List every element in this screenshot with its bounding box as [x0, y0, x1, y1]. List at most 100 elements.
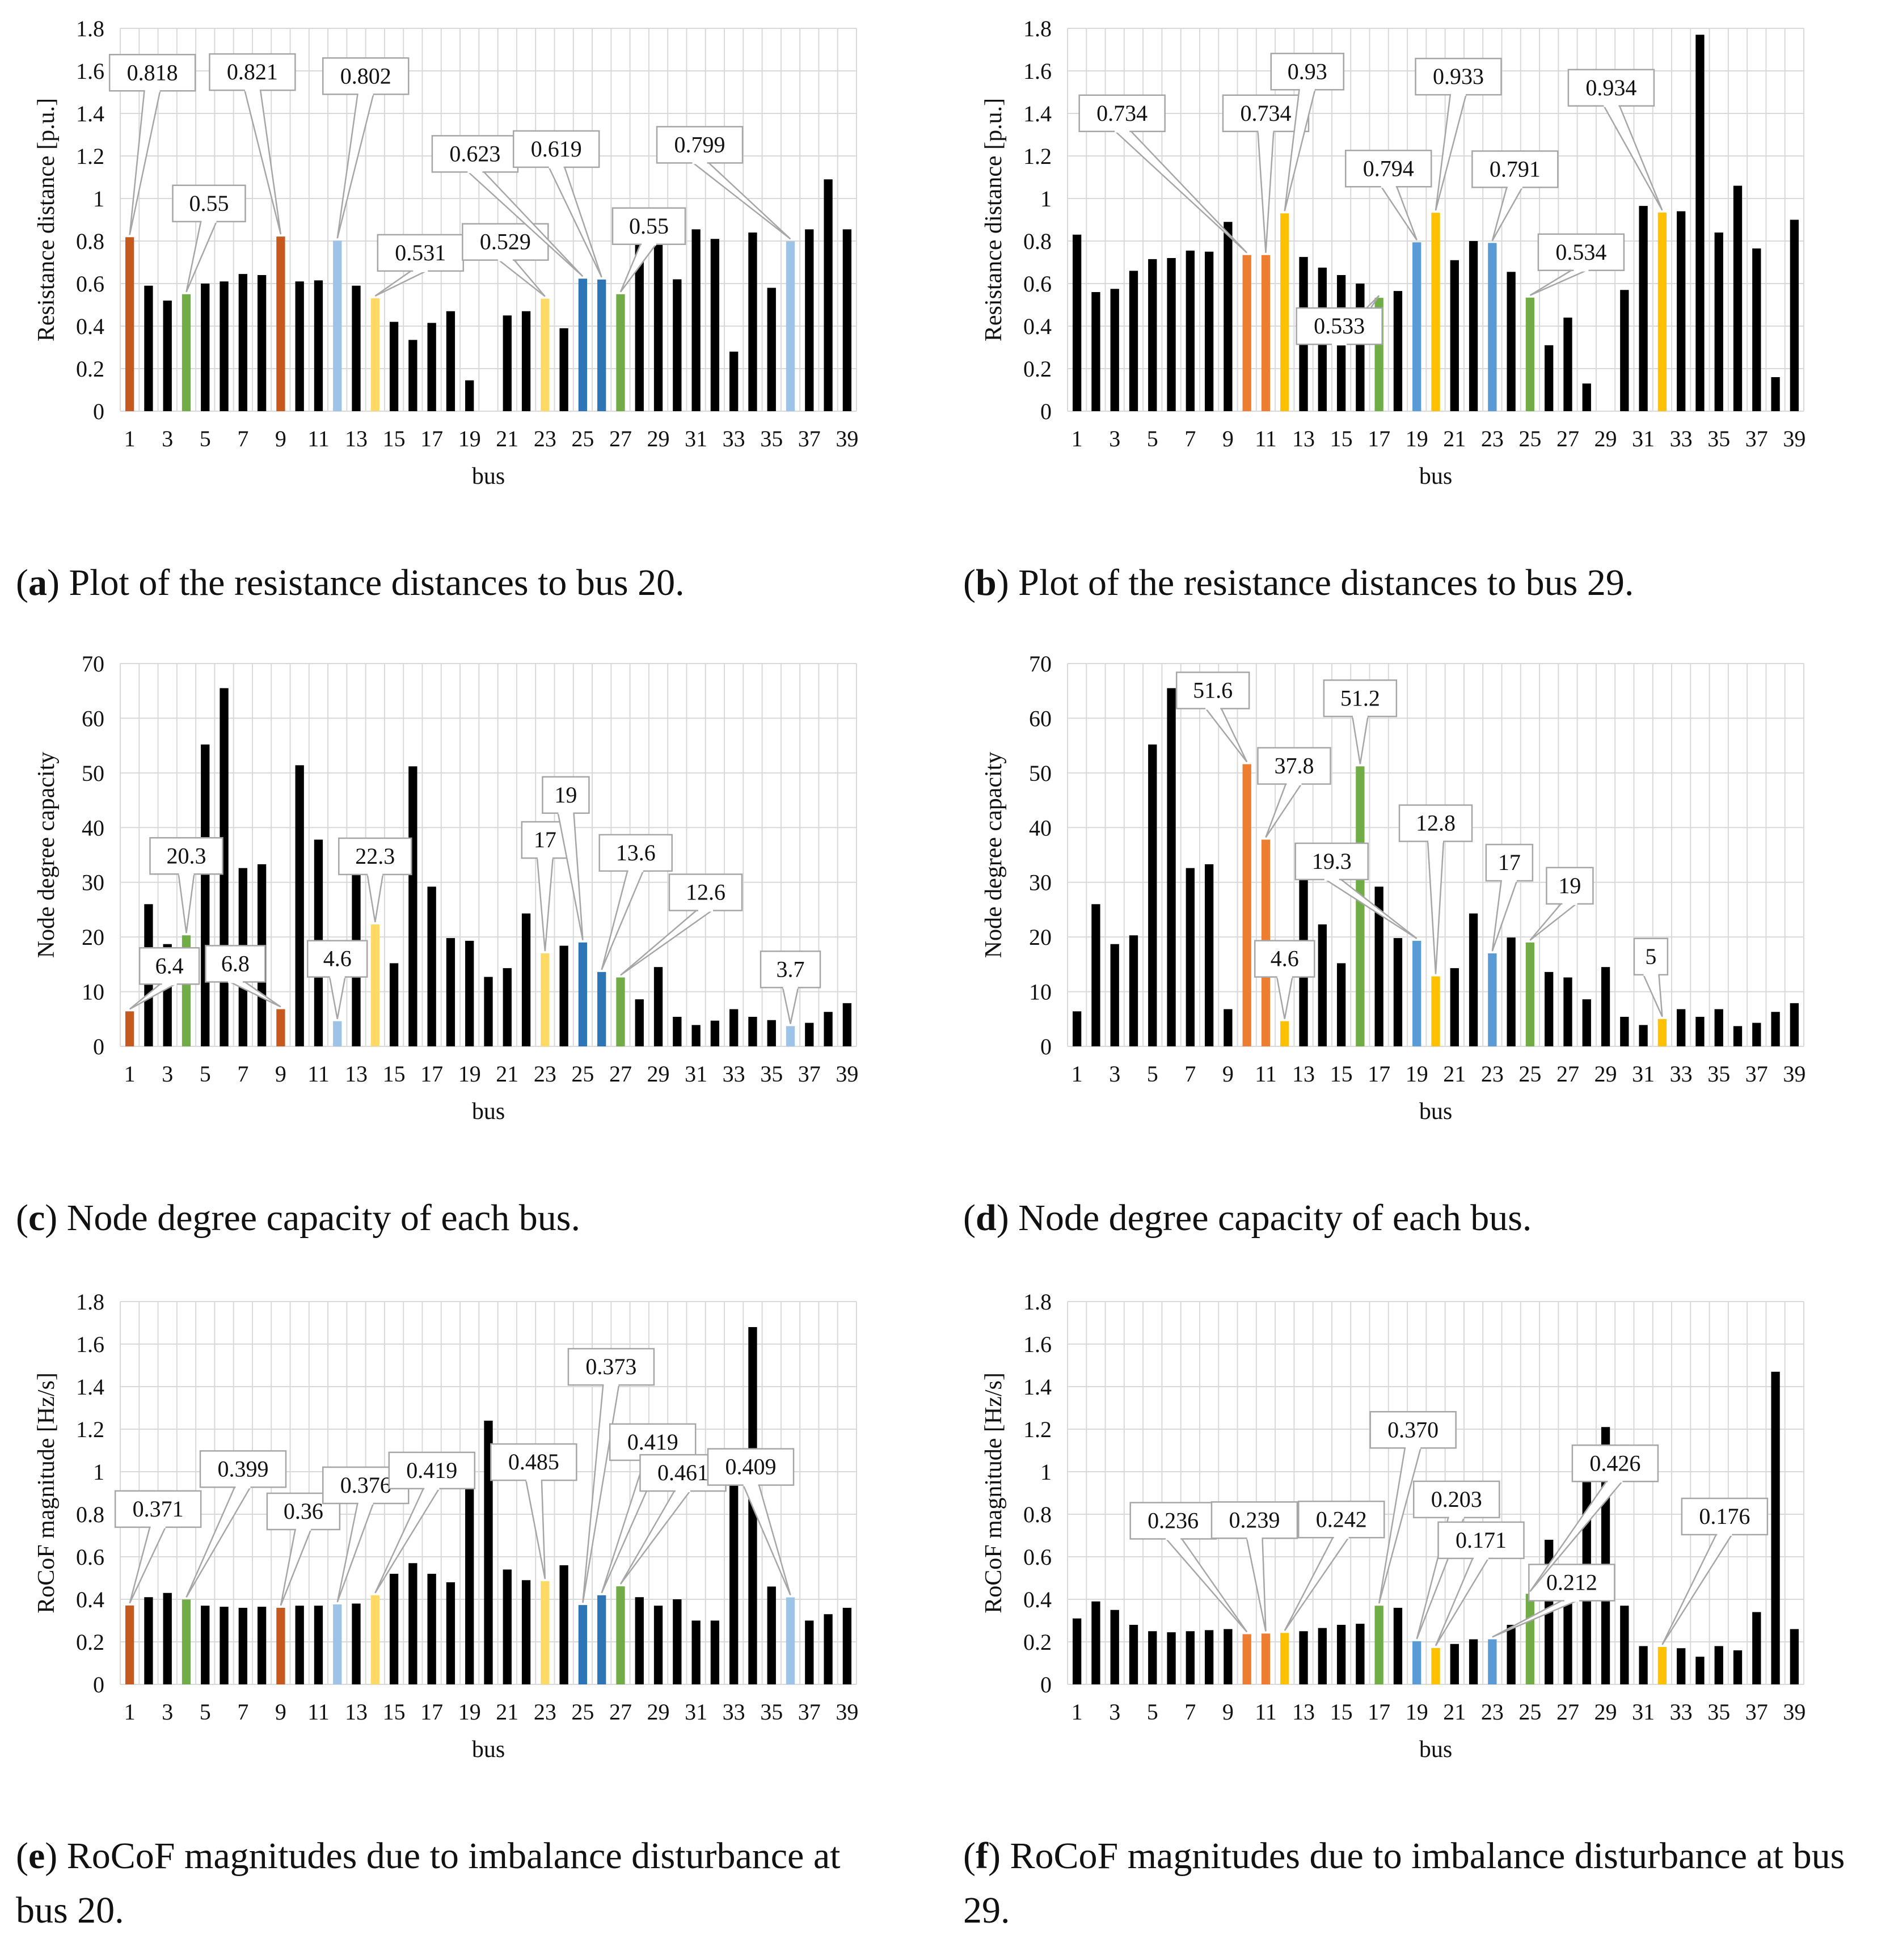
annotation-bus-19: 0.203 [1412, 1480, 1500, 1640]
annotation-label: 0.176 [1699, 1503, 1750, 1529]
bar-bus-4 [182, 294, 191, 411]
annotation-bus-23: 0.212 [1492, 1564, 1615, 1638]
x-tick-label: 3 [162, 1699, 173, 1725]
bar-bus-31 [691, 1025, 701, 1046]
x-tick-label: 35 [760, 426, 783, 451]
x-tick-label: 23 [1481, 1699, 1504, 1725]
bar-bus-23 [1488, 243, 1497, 411]
annotation-pointer [243, 88, 282, 235]
bar-bus-21 [503, 968, 512, 1046]
bar-bus-24 [559, 328, 568, 411]
y-tick-label: 0 [93, 1672, 104, 1697]
bar-bus-8 [1204, 1630, 1214, 1684]
bar-bus-6 [1167, 688, 1176, 1046]
annotation-box [707, 1448, 795, 1486]
bar-bus-21 [1450, 968, 1459, 1046]
bar-bus-20 [1431, 976, 1440, 1046]
annotation-joint [179, 872, 194, 876]
bar-bus-14 [1318, 924, 1327, 1046]
x-tick-label: 33 [1670, 1061, 1693, 1087]
bar-bus-37 [1752, 1023, 1761, 1046]
bar-bus-34 [1695, 35, 1705, 411]
x-tick-label: 3 [1109, 426, 1120, 451]
annotation-box [209, 53, 296, 91]
annotation-pointer [336, 92, 375, 239]
bar-bus-6 [220, 1607, 229, 1684]
bar-bus-29 [1601, 967, 1610, 1046]
annotation-joint [1562, 901, 1577, 905]
bar-bus-19 [465, 940, 474, 1046]
bar-bus-23 [1488, 953, 1497, 1046]
annotation-joint [368, 872, 383, 876]
bar-bus-39 [1790, 1003, 1799, 1046]
bar-bus-18 [1393, 938, 1403, 1046]
y-tick-label: 1.2 [76, 143, 104, 169]
annotation-label: 0.419 [406, 1458, 457, 1483]
annotation-pointer [1257, 129, 1275, 253]
y-tick-label: 50 [82, 761, 104, 786]
x-tick-label: 27 [1556, 426, 1579, 451]
annotation-joint [467, 170, 483, 174]
y-axis-label: Node degree capacity [981, 752, 1007, 958]
bar-bus-29 [653, 213, 663, 411]
x-tick-label: 1 [124, 1699, 136, 1725]
x-tick-label: 3 [1109, 1061, 1120, 1087]
annotation-joint [358, 1501, 373, 1505]
bars-d [1072, 688, 1799, 1046]
annotation-pointer [781, 986, 800, 1024]
bar-bus-16 [1356, 284, 1365, 411]
bar-bus-24 [559, 1565, 568, 1684]
bar-bus-25 [1525, 297, 1535, 411]
bar-bus-39 [1790, 1629, 1799, 1684]
annotation-label: 0.371 [133, 1496, 184, 1522]
annotation-bus-10: 0.734 [1078, 94, 1248, 254]
x-tick-label: 23 [534, 426, 556, 451]
caption-e-text: ) RoCoF magnitudes due to imbalance dist… [16, 1835, 841, 1931]
caption-c: (c) Node degree capacity of each bus. [16, 1197, 580, 1239]
annotation-label: 0.55 [189, 191, 229, 216]
annotation-bus-25: 19 [1529, 867, 1594, 941]
bar-bus-11 [1261, 1633, 1271, 1684]
annotation-joint [497, 257, 513, 261]
y-tick-label: 0.6 [76, 271, 104, 297]
x-tick-label: 23 [1481, 1061, 1504, 1087]
bar-bus-31 [691, 229, 701, 411]
annotation-pointer [1321, 877, 1418, 939]
annotation-bus-4: 0.55 [172, 184, 246, 293]
annotation-label: 6.8 [221, 951, 250, 976]
annotation-joint [1449, 1515, 1464, 1519]
annotation-label: 0.419 [627, 1429, 678, 1455]
caption-f-letter: f [975, 1835, 988, 1877]
x-tick-label: 25 [1518, 1061, 1541, 1087]
annotation-label: 0.93 [1288, 58, 1327, 84]
annotation-box [668, 873, 743, 911]
bar-bus-26 [597, 971, 606, 1046]
annotation-label: 3.7 [777, 956, 805, 982]
annotation-joint [150, 1524, 166, 1528]
x-tick-label: 29 [1594, 426, 1617, 451]
annotation-label: 0.461 [657, 1460, 708, 1485]
bar-bus-35 [767, 288, 776, 411]
annotation-box [1210, 1501, 1298, 1539]
bar-bus-34 [1695, 1657, 1705, 1684]
annotation-bus-1: 6.4 [129, 947, 200, 1010]
annotation-label: 0.373 [585, 1354, 636, 1379]
annotation-joint [201, 219, 217, 223]
annotation-pointer [1602, 104, 1663, 211]
bar-bus-11 [314, 280, 323, 411]
bar-bus-32 [710, 1620, 720, 1684]
bar-bus-2 [1091, 904, 1100, 1046]
annotation-box [1681, 1497, 1769, 1536]
x-ticks-b: 1 3 5 7 9 11 13 15 17 19 21 23 25 27 29 31 33 35 37 39 [1072, 426, 1806, 451]
annotation-pointer [1276, 975, 1294, 1019]
annotation-bus-16: 51.2 [1323, 679, 1398, 764]
bar-bus-16 [1356, 766, 1365, 1046]
bar-bus-28 [635, 999, 644, 1046]
bar-bus-32 [710, 1020, 720, 1046]
annotations-b: 0.734 0.734 0.93 0.533 0.794 0.933 0.791 0.534 0… [1078, 53, 1663, 346]
bar-bus-15 [1336, 1625, 1346, 1684]
bar-bus-34 [748, 233, 757, 411]
x-tick-label: 33 [723, 426, 745, 451]
bar-bus-14 [370, 924, 379, 1046]
bar-bus-32 [1657, 212, 1667, 411]
